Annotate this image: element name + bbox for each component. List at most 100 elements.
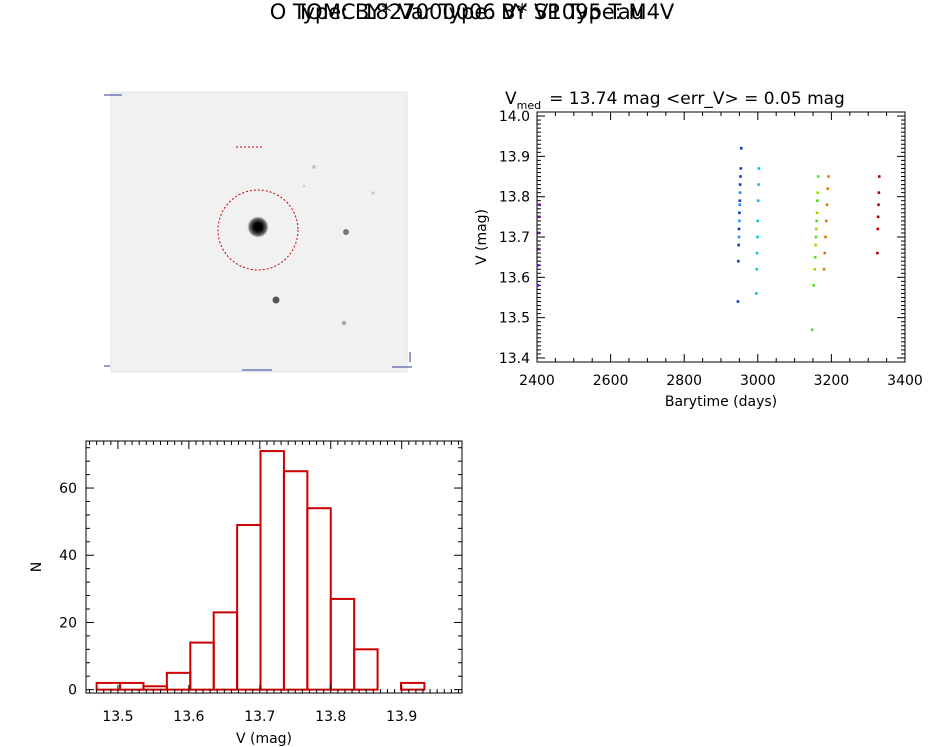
x-tick-label: 13.6	[173, 709, 204, 725]
x-axis-label: V (mag)	[236, 731, 292, 747]
x-tick-label: 2400	[519, 373, 555, 389]
data-point	[536, 284, 540, 287]
x-tick-label: 3200	[814, 373, 850, 389]
data-point	[755, 251, 759, 255]
histogram-bar	[259, 450, 285, 691]
data-point	[738, 191, 742, 194]
data-point	[824, 219, 828, 223]
x-tick-label: 13.8	[315, 709, 346, 725]
histogram-bar	[189, 641, 215, 691]
histogram-bar	[165, 671, 192, 691]
data-point	[737, 235, 741, 239]
data-point	[876, 215, 880, 219]
data-point	[824, 235, 827, 239]
x-tick-label: 13.7	[244, 709, 275, 725]
x-tick-label: 3000	[740, 373, 776, 389]
y-tick-label: 13.5	[499, 311, 530, 327]
plot-frame	[536, 111, 906, 363]
data-point	[738, 183, 742, 186]
field-star	[302, 184, 306, 188]
data-point	[538, 203, 541, 207]
data-point	[736, 259, 740, 263]
histogram-bar	[119, 681, 145, 691]
data-point	[816, 191, 820, 194]
x-tick-label: 2800	[666, 373, 702, 389]
y-axis-label: V (mag)	[474, 209, 490, 265]
data-point	[755, 267, 758, 271]
data-point	[816, 199, 819, 203]
light-curve-plot: 2400 2600 2800 3000 3200 3400 13.4 13.5 13.6 13.7…	[474, 89, 923, 410]
data-point	[738, 219, 741, 223]
data-point	[757, 167, 761, 170]
data-point	[738, 203, 742, 207]
y-tick-label: 13.9	[499, 149, 530, 165]
histogram-bar	[329, 597, 356, 691]
data-point	[813, 267, 817, 271]
data-point	[815, 219, 818, 223]
data-point	[738, 211, 741, 215]
data-point	[822, 267, 826, 271]
field-star	[312, 165, 316, 169]
data-point	[877, 175, 881, 178]
field-star	[343, 229, 349, 235]
histogram-bar	[236, 524, 262, 691]
data-point	[812, 284, 816, 287]
data-point	[815, 227, 818, 231]
histogram-bar	[212, 611, 239, 691]
data-point	[810, 328, 814, 332]
y-tick-label: 13.8	[499, 190, 530, 206]
histogram-bar	[282, 470, 309, 691]
chart-title-star-id: IOMC 1827000006 V* V1095 Tau	[299, 0, 645, 24]
light-curve-title: Vmed = 13.74 mag <err_V> = 0.05 mag	[505, 89, 845, 112]
x-tick-label: 13.5	[102, 709, 133, 725]
y-tick-label: 60	[59, 481, 77, 497]
data-point	[813, 255, 817, 259]
data-point	[876, 227, 880, 231]
data-point	[736, 300, 740, 303]
data-point	[814, 235, 818, 239]
y-tick-label: 0	[68, 683, 77, 699]
data-point	[737, 243, 740, 247]
y-tick-label: 20	[59, 615, 77, 631]
y-axis-label: N	[29, 562, 45, 572]
magnitude-histogram: 13.5 13.6 13.7 13.8 13.9 0 20 40 60 V (mag) N	[29, 440, 463, 747]
field-star	[272, 296, 280, 304]
x-tick-label: 3400	[887, 373, 923, 389]
data-point	[739, 167, 743, 170]
data-point	[755, 292, 758, 295]
histogram-bar	[95, 681, 122, 691]
field-star	[371, 191, 375, 195]
target-aperture-circle	[217, 189, 299, 271]
x-tick-label: 2600	[593, 373, 629, 389]
data-point	[738, 199, 742, 203]
data-point	[537, 247, 540, 251]
data-point	[737, 227, 741, 231]
y-tick-label: 13.7	[499, 230, 530, 246]
y-tick-label: 13.4	[499, 351, 530, 367]
data-point	[877, 191, 881, 194]
histogram-bar	[142, 685, 168, 691]
data-point	[739, 175, 742, 178]
histogram-bar	[353, 648, 379, 691]
y-tick-label: 13.6	[499, 270, 530, 286]
chart-title-type-info: O Type: BY* Var Type: BY SP Type: M4V	[269, 0, 675, 24]
data-point	[815, 211, 819, 215]
data-point	[537, 215, 541, 219]
data-point	[756, 199, 760, 203]
data-point	[537, 231, 541, 235]
x-axis-label: Barytime (days)	[665, 394, 777, 410]
y-tick-label: 14.0	[499, 109, 530, 125]
finder-image	[104, 91, 412, 373]
data-point	[825, 203, 829, 207]
data-point	[877, 203, 880, 207]
field-star	[341, 320, 347, 326]
plot-frame	[85, 440, 463, 694]
histogram-bar	[399, 681, 426, 691]
data-point	[823, 251, 827, 255]
y-tick-label: 40	[59, 548, 77, 564]
data-point	[536, 263, 540, 267]
data-point	[814, 243, 817, 247]
data-point	[816, 175, 820, 178]
data-point	[826, 187, 830, 190]
